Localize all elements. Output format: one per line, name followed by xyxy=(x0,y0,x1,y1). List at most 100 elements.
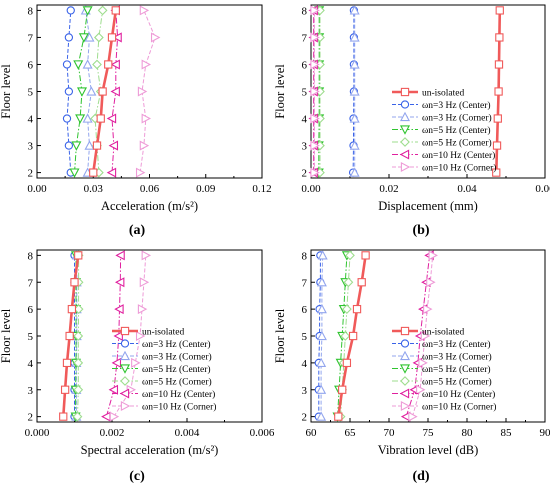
data-point xyxy=(141,250,152,261)
data-point xyxy=(493,114,502,123)
x-tick-label: 0.06 xyxy=(535,183,550,195)
y-tick-label: 2 xyxy=(302,412,308,424)
y-tick-label: 7 xyxy=(302,32,308,44)
legend-label-k5: ωn=5 Hz (Corner) xyxy=(422,377,492,388)
series-k3 xyxy=(316,250,328,421)
data-point xyxy=(418,357,428,368)
legend-label-k10: ωn=10 Hz (Corner) xyxy=(142,402,216,413)
data-point xyxy=(111,6,120,15)
legend-marker-k10 xyxy=(400,400,411,412)
series-c5 xyxy=(69,6,93,178)
legend-marker-c5 xyxy=(399,364,411,374)
y-tick-label: 4 xyxy=(28,114,34,126)
legend-marker-k3 xyxy=(119,350,131,361)
x-axis-label: Acceleration (m/s²) xyxy=(101,199,198,213)
legend-label-c10: ωn=10 Hz (Center) xyxy=(422,150,495,161)
x-tick-label: 0.12 xyxy=(252,183,271,195)
data-point xyxy=(114,277,125,288)
data-point xyxy=(92,59,102,70)
data-point xyxy=(84,140,95,150)
series-unisolated xyxy=(59,251,83,421)
data-point xyxy=(357,278,366,287)
data-point xyxy=(62,60,72,69)
x-tick-label: 80 xyxy=(462,427,474,439)
data-point xyxy=(110,59,120,70)
data-point xyxy=(408,411,418,422)
x-tick-label: 0.03 xyxy=(84,183,104,195)
panel-letter: (d) xyxy=(412,469,429,484)
y-tick-label: 7 xyxy=(28,277,34,289)
data-point xyxy=(98,87,107,96)
data-point xyxy=(316,303,327,314)
data-point xyxy=(494,60,504,69)
y-axis-label: Floor level xyxy=(0,308,13,363)
y-tick-label: 3 xyxy=(28,385,34,397)
x-tick-label: 0.000 xyxy=(25,427,50,439)
data-point xyxy=(310,32,320,43)
legend-label-unisolated: un-isolated xyxy=(142,328,184,338)
x-tick-label: 0.006 xyxy=(250,427,275,439)
data-point xyxy=(316,357,327,368)
data-point xyxy=(420,330,431,342)
data-point xyxy=(334,412,343,421)
x-tick-label: 0.04 xyxy=(457,183,477,195)
chart-panel-1: 0.00 0.03 0.06 0.09 0.12 2 3 4 5 6 7 8 Acceleration … xyxy=(0,4,272,213)
data-point xyxy=(76,87,88,97)
x-tick-label: 0.02 xyxy=(379,183,398,195)
data-point xyxy=(139,5,150,16)
data-point xyxy=(317,250,328,260)
y-tick-label: 2 xyxy=(28,168,34,180)
y-tick-label: 8 xyxy=(28,5,34,17)
series-k10 xyxy=(135,5,161,178)
data-point xyxy=(135,167,146,178)
x-tick-label: 85 xyxy=(501,427,513,439)
y-tick-label: 7 xyxy=(28,32,34,44)
data-point xyxy=(349,140,360,150)
panel-letter: (a) xyxy=(129,223,146,238)
legend-marker-c5 xyxy=(119,364,131,374)
chart-panel-2: 0.00 0.02 0.04 0.06 2 3 4 5 6 7 8 Displacement (mm)… xyxy=(273,4,550,213)
data-point xyxy=(86,86,97,96)
legend-marker-c5 xyxy=(399,125,411,135)
legend-label-c5: ωn=5 Hz (Center) xyxy=(422,364,491,375)
data-point xyxy=(84,32,95,42)
legend-label-k5: ωn=5 Hz (Corner) xyxy=(422,138,492,149)
data-point xyxy=(141,113,152,124)
data-point xyxy=(107,33,117,42)
y-tick-label: 5 xyxy=(302,87,308,99)
data-point xyxy=(361,251,370,260)
data-point xyxy=(73,357,84,368)
data-point xyxy=(494,87,503,96)
legend-marker-c3 xyxy=(400,339,410,348)
data-point xyxy=(73,331,84,341)
data-point xyxy=(75,114,86,124)
data-point xyxy=(428,250,438,261)
series-k10 xyxy=(310,5,320,178)
x-tick-label: 0.004 xyxy=(175,427,200,439)
series-unisolated xyxy=(492,6,504,177)
y-tick-label: 3 xyxy=(28,141,34,153)
y-tick-label: 8 xyxy=(302,5,308,17)
data-point xyxy=(115,250,125,261)
data-point xyxy=(135,330,146,342)
data-point xyxy=(342,304,352,315)
y-tick-label: 7 xyxy=(302,277,308,289)
legend-marker-unisolated xyxy=(120,326,130,336)
data-point xyxy=(82,113,93,123)
y-tick-label: 6 xyxy=(302,304,308,316)
data-point xyxy=(73,60,84,70)
x-tick-label: 0.002 xyxy=(100,427,125,439)
legend-label-k3: ωn=3 Hz (Corner) xyxy=(422,352,492,363)
data-point xyxy=(349,113,360,123)
data-point xyxy=(316,384,327,394)
data-point xyxy=(137,86,148,97)
data-point xyxy=(106,113,117,124)
data-point xyxy=(310,5,320,16)
legend-marker-k10 xyxy=(120,400,131,412)
data-point xyxy=(78,33,89,43)
data-point xyxy=(62,358,72,368)
legend-label-c10: ωn=10 Hz (Center) xyxy=(142,389,215,400)
legend-marker-k5 xyxy=(120,376,130,386)
data-point xyxy=(69,168,80,178)
